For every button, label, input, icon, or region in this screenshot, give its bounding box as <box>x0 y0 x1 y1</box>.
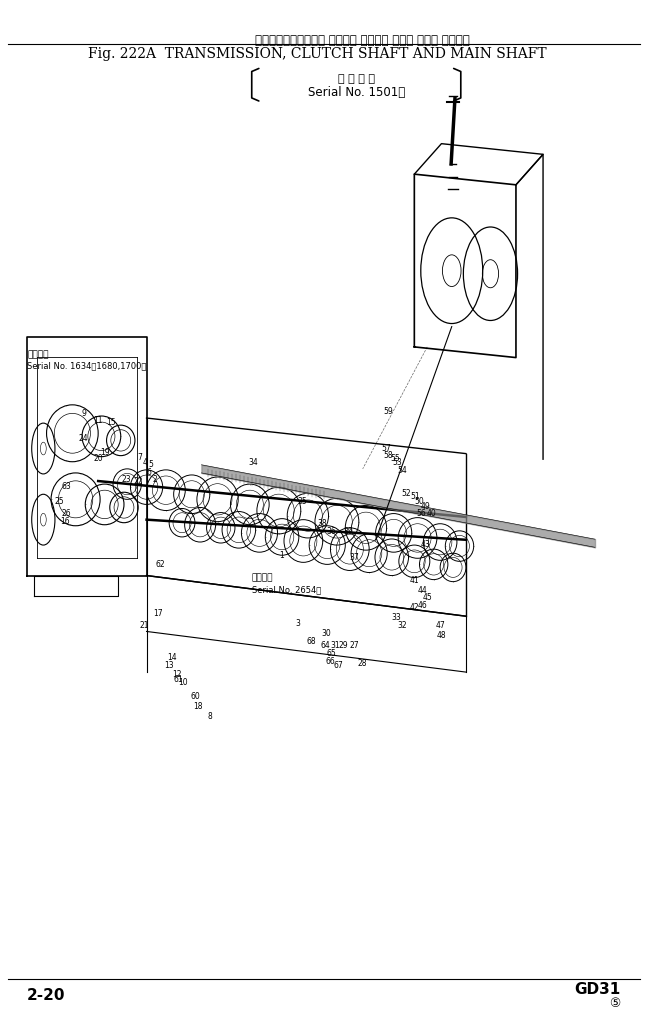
Text: 37: 37 <box>349 552 359 561</box>
Text: 49: 49 <box>421 502 430 511</box>
Text: 28: 28 <box>358 659 367 668</box>
Text: トランスミッション， クラッチ シャフト および メイン シャフト: トランスミッション， クラッチ シャフト および メイン シャフト <box>255 34 470 47</box>
Text: 35: 35 <box>298 497 308 505</box>
Text: 8: 8 <box>207 712 212 721</box>
Text: 36: 36 <box>327 528 336 536</box>
Text: 55: 55 <box>390 454 400 464</box>
Text: 53: 53 <box>393 459 402 468</box>
Text: Serial No. 2654～: Serial No. 2654～ <box>251 585 321 594</box>
Text: 48: 48 <box>437 631 446 640</box>
Text: 42: 42 <box>410 602 419 611</box>
Text: 18: 18 <box>193 702 202 711</box>
Text: Fig. 222A  TRANSMISSION, CLUTCH SHAFT AND MAIN SHAFT: Fig. 222A TRANSMISSION, CLUTCH SHAFT AND… <box>88 47 547 61</box>
Text: 57: 57 <box>382 444 391 453</box>
Text: 34: 34 <box>248 459 258 468</box>
Text: 67: 67 <box>333 661 343 671</box>
Text: 13: 13 <box>165 661 174 671</box>
Text: 25: 25 <box>54 497 64 505</box>
Text: 62: 62 <box>156 559 166 569</box>
Text: 22: 22 <box>133 477 143 485</box>
Text: 66: 66 <box>325 657 335 666</box>
Text: 51: 51 <box>411 492 421 500</box>
Text: 10: 10 <box>179 678 188 687</box>
Text: 6: 6 <box>146 469 151 478</box>
Text: 29: 29 <box>338 641 348 650</box>
Text: 23: 23 <box>122 475 132 483</box>
Text: 68: 68 <box>307 637 316 646</box>
Text: 50: 50 <box>414 497 424 505</box>
Text: 65: 65 <box>327 649 336 658</box>
Text: 21: 21 <box>140 621 150 630</box>
Text: ⑤: ⑤ <box>610 997 621 1010</box>
Text: 4: 4 <box>142 459 147 468</box>
Text: 27: 27 <box>349 641 359 650</box>
Text: 2-20: 2-20 <box>27 987 65 1003</box>
Text: 33: 33 <box>391 612 401 622</box>
Text: 適用号線: 適用号線 <box>27 351 49 360</box>
Text: 適 用 号 機: 適 用 号 機 <box>338 73 375 84</box>
Text: 15: 15 <box>106 418 116 427</box>
Text: 12: 12 <box>172 669 181 679</box>
Text: 52: 52 <box>401 489 411 497</box>
Text: 11: 11 <box>93 416 103 425</box>
Text: Serial No. 1501～: Serial No. 1501～ <box>308 87 405 99</box>
Text: 3: 3 <box>295 619 301 628</box>
Text: 適用号機: 適用号機 <box>251 573 273 582</box>
Text: 14: 14 <box>168 653 177 662</box>
Text: 43: 43 <box>421 539 430 548</box>
Text: 59: 59 <box>384 408 393 417</box>
Text: 54: 54 <box>398 467 408 476</box>
Text: 45: 45 <box>422 593 432 602</box>
Text: 1: 1 <box>280 550 284 559</box>
Text: 61: 61 <box>174 675 183 684</box>
Text: 30: 30 <box>321 629 332 638</box>
Text: 19: 19 <box>100 448 110 458</box>
Text: 46: 46 <box>417 600 427 609</box>
Text: 39: 39 <box>343 528 353 536</box>
Text: GD31: GD31 <box>575 981 621 997</box>
Text: 44: 44 <box>417 586 427 595</box>
Text: Serial No. 1634～1680,1700～: Serial No. 1634～1680,1700～ <box>27 362 146 371</box>
Text: 9: 9 <box>82 410 86 419</box>
Text: 17: 17 <box>153 608 163 618</box>
Text: 40: 40 <box>427 510 437 518</box>
Text: 58: 58 <box>384 451 393 461</box>
Text: 60: 60 <box>190 692 200 701</box>
Text: 41: 41 <box>410 576 419 585</box>
Text: 56: 56 <box>416 510 426 518</box>
Text: 63: 63 <box>61 482 71 490</box>
Text: 31: 31 <box>330 641 340 650</box>
Text: 20: 20 <box>93 454 103 464</box>
Text: 26: 26 <box>61 510 71 518</box>
Text: 32: 32 <box>398 621 408 630</box>
Text: 7: 7 <box>137 453 143 463</box>
Text: 64: 64 <box>320 641 330 650</box>
Text: 16: 16 <box>60 518 69 526</box>
Text: 5: 5 <box>148 461 154 470</box>
Text: 47: 47 <box>435 621 445 630</box>
Text: 2: 2 <box>152 475 157 483</box>
Text: 24: 24 <box>78 434 88 443</box>
Text: 38: 38 <box>318 520 327 528</box>
